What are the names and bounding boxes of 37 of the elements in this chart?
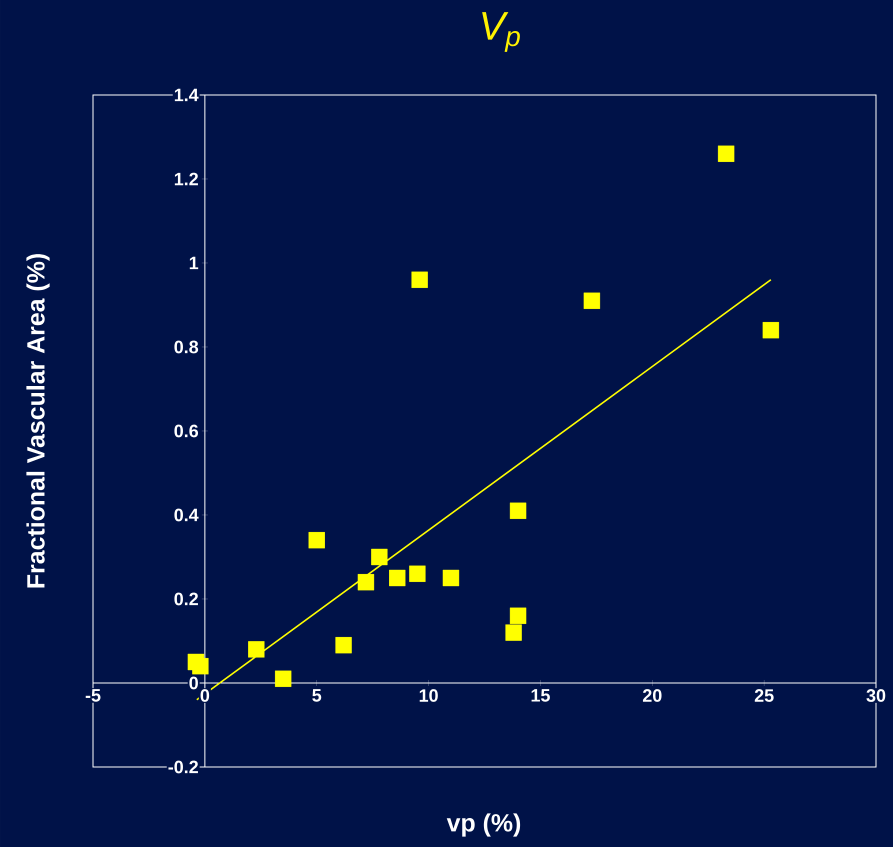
point	[308, 532, 325, 548]
point	[358, 574, 374, 590]
x-tick-label: 15	[532, 689, 550, 702]
y-tick-label: 1.2	[174, 172, 198, 186]
point	[371, 548, 388, 566]
y-tick-label: -0.2	[168, 760, 198, 774]
x-tick-label: 25	[754, 689, 774, 702]
y-tick-label: 0.4	[174, 508, 199, 522]
x-tick-label: -5	[86, 689, 100, 702]
point	[389, 570, 406, 586]
x-tick-label: 30	[866, 689, 886, 702]
point	[411, 272, 428, 288]
y-tick-label: 0.8	[174, 340, 198, 354]
x-tick-label: 5	[312, 689, 322, 702]
point	[248, 641, 265, 658]
y-tick-label: 1.4	[174, 88, 199, 102]
x-axis-title: vp (%)	[446, 813, 520, 837]
y-tick-label: 0	[189, 676, 198, 690]
point	[409, 566, 426, 582]
point	[510, 502, 526, 519]
x-tick-label: 0	[200, 689, 210, 702]
point	[505, 624, 522, 641]
y-tick-label: 0.2	[174, 592, 198, 606]
point	[718, 146, 734, 162]
x-tick-label: 20	[642, 689, 662, 702]
point	[510, 608, 526, 624]
y-tick-label: 1	[190, 256, 198, 270]
point	[192, 658, 209, 674]
chart-title: V$_{p}$	[482, 12, 520, 52]
point	[584, 292, 600, 309]
point	[442, 570, 460, 586]
y-tick-label: 0.6	[174, 424, 198, 438]
y-axis-title: Fractional Vascular Area (%)	[26, 254, 50, 588]
x-tick-label: 10	[420, 689, 438, 702]
point	[274, 670, 292, 687]
point	[335, 636, 352, 654]
point	[762, 322, 780, 338]
